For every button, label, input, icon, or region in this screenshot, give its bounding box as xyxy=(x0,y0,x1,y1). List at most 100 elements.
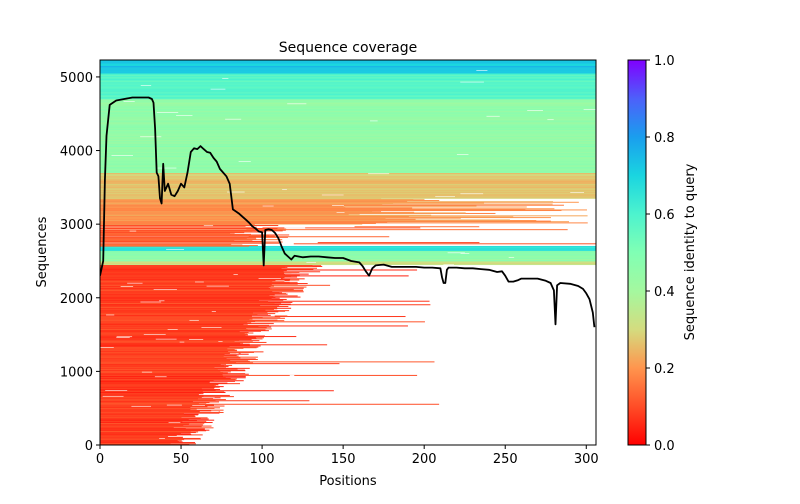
heatmap-row xyxy=(100,390,334,392)
heatmap-row xyxy=(100,84,596,86)
heatmap-row xyxy=(100,396,234,398)
heatmap-gap xyxy=(460,193,484,195)
heatmap-row xyxy=(100,74,596,76)
heatmap-row xyxy=(100,355,239,357)
heatmap-row xyxy=(100,389,216,391)
heatmap-row xyxy=(100,116,596,118)
heatmap-row xyxy=(100,194,596,196)
x-tick-label: 50 xyxy=(173,452,190,467)
heatmap-row xyxy=(100,191,596,193)
heatmap-row xyxy=(100,320,285,322)
heatmap-row xyxy=(100,249,596,251)
heatmap-row xyxy=(100,184,596,186)
heatmap-row xyxy=(100,146,596,148)
heatmap-row xyxy=(100,377,246,379)
heatmap-row xyxy=(100,291,304,293)
heatmap-row xyxy=(100,262,596,264)
heatmap-row xyxy=(100,167,596,169)
heatmap-row xyxy=(100,202,394,204)
heatmap-row xyxy=(100,362,254,364)
heatmap-row xyxy=(100,432,196,434)
heatmap-row xyxy=(100,133,596,135)
heatmap-row xyxy=(100,131,596,133)
colorbar-tick-label: 1.0 xyxy=(654,54,675,69)
heatmap-row xyxy=(100,419,189,421)
heatmap-layer xyxy=(100,60,596,445)
heatmap-row xyxy=(100,243,232,245)
heatmap-row xyxy=(100,87,596,89)
heatmap-row xyxy=(100,311,279,313)
heatmap-row xyxy=(100,350,238,352)
heatmap-row xyxy=(100,190,596,192)
heatmap-row xyxy=(100,339,240,341)
heatmap-row xyxy=(100,372,228,374)
heatmap-row xyxy=(100,300,259,302)
heatmap-row xyxy=(100,98,596,100)
heatmap-row xyxy=(100,164,596,166)
heatmap-row xyxy=(100,125,596,127)
heatmap-row xyxy=(100,389,221,391)
heatmap-row xyxy=(100,159,596,161)
heatmap-row xyxy=(100,225,246,227)
heatmap-row xyxy=(100,67,596,69)
heatmap-row xyxy=(100,139,596,141)
heatmap-row xyxy=(100,70,596,72)
heatmap-row xyxy=(100,197,596,199)
heatmap-row xyxy=(100,87,596,89)
heatmap-row xyxy=(100,288,294,290)
heatmap-gap xyxy=(116,336,133,338)
heatmap-row xyxy=(100,425,212,427)
heatmap-gap xyxy=(583,109,596,111)
heatmap-row xyxy=(100,420,207,422)
heatmap-row xyxy=(100,193,596,195)
heatmap-row xyxy=(100,395,204,397)
heatmap-row xyxy=(100,86,596,88)
heatmap-row xyxy=(100,196,596,198)
heatmap-row xyxy=(100,244,243,246)
heatmap-gap xyxy=(527,109,543,111)
heatmap-row xyxy=(100,293,287,295)
heatmap-row xyxy=(100,316,406,318)
heatmap-row xyxy=(100,203,553,205)
heatmap-row xyxy=(100,118,596,120)
heatmap-row xyxy=(100,437,183,439)
heatmap-row xyxy=(100,228,287,230)
heatmap-row xyxy=(100,94,596,96)
heatmap-row xyxy=(100,308,278,310)
heatmap-row xyxy=(100,132,596,134)
heatmap-row xyxy=(100,400,193,402)
heatmap-row xyxy=(100,338,263,340)
heatmap-row xyxy=(100,387,215,389)
heatmap-gap xyxy=(155,338,177,340)
heatmap-row xyxy=(100,215,588,217)
heatmap-row xyxy=(100,77,596,79)
heatmap-gap xyxy=(106,314,115,316)
heatmap-row xyxy=(100,114,596,116)
heatmap-row xyxy=(100,369,218,371)
heatmap-row xyxy=(100,253,596,255)
heatmap-row xyxy=(100,440,182,442)
heatmap-row xyxy=(100,270,284,272)
heatmap-row xyxy=(100,165,596,167)
heatmap-row xyxy=(100,255,596,257)
heatmap-row xyxy=(100,180,596,182)
heatmap-row xyxy=(100,348,228,350)
heatmap-row xyxy=(100,402,207,404)
heatmap-row xyxy=(100,156,596,158)
heatmap-row xyxy=(100,403,199,405)
heatmap-row xyxy=(100,314,271,316)
heatmap-row xyxy=(100,157,596,159)
heatmap-row xyxy=(100,130,596,132)
heatmap-row xyxy=(100,121,596,123)
heatmap-row xyxy=(100,430,191,432)
heatmap-row xyxy=(100,174,596,176)
heatmap-row xyxy=(100,236,288,238)
heatmap-row xyxy=(100,309,266,311)
heatmap-gap xyxy=(201,396,215,398)
heatmap-row xyxy=(100,361,237,363)
heatmap-row xyxy=(100,127,596,129)
heatmap-row xyxy=(100,310,286,312)
heatmap-row xyxy=(100,376,226,378)
heatmap-row xyxy=(100,392,201,394)
heatmap-row xyxy=(100,282,290,284)
